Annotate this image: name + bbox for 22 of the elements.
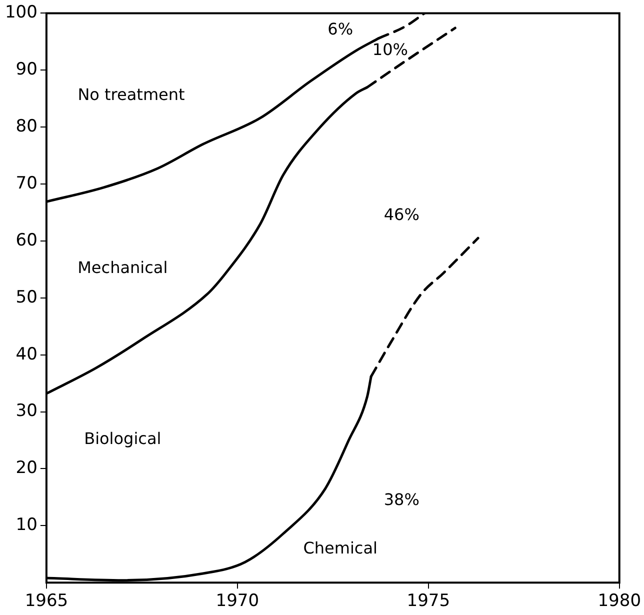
annotation: 46% [384, 205, 420, 224]
x-tick-label: 1965 [24, 591, 68, 612]
annotation: 10% [372, 40, 408, 59]
annotation: 38% [384, 490, 420, 509]
y-tick-label: 50 [16, 287, 38, 308]
y-tick-label: 30 [16, 401, 38, 422]
annotation: No treatment [78, 84, 185, 104]
annotation: Mechanical [78, 258, 168, 278]
y-tick-label: 90 [16, 60, 38, 80]
y-tick-label: 70 [16, 173, 38, 194]
y-tick-label: 100 [4, 2, 38, 23]
annotation: Biological [84, 428, 162, 448]
y-tick-label: 80 [16, 116, 38, 136]
y-tick-label: 40 [16, 344, 38, 364]
y-tick-label: 20 [16, 458, 38, 478]
y-tick-label: 60 [16, 230, 38, 250]
annotation: Chemical [303, 538, 378, 558]
x-tick-label: 1970 [216, 591, 260, 612]
x-tick-label: 1980 [598, 591, 641, 612]
annotation: 6% [328, 19, 354, 38]
y-tick-label: 10 [16, 515, 38, 536]
x-tick-label: 1975 [406, 591, 450, 612]
